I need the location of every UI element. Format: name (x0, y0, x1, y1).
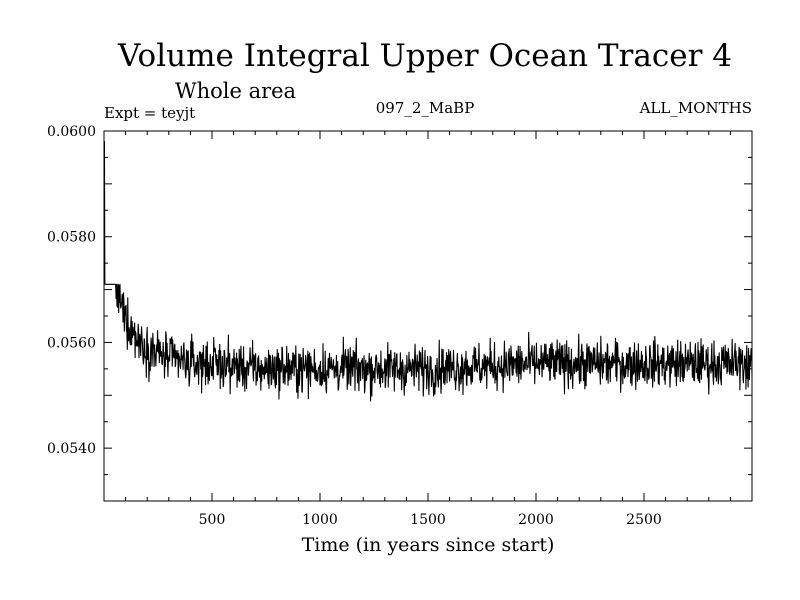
tick-labels: 500 1000 1500 2000 2500 0.0540 0.0560 0.0580 0.0… (47, 124, 662, 528)
y-tick-label: 0.0580 (47, 230, 96, 246)
period-label: ALL_MONTHS (639, 99, 752, 117)
y-tick-label: 0.0600 (47, 124, 96, 140)
y-tick-label: 0.0560 (47, 335, 96, 351)
chart-title: Volume Integral Upper Ocean Tracer 4 (117, 38, 732, 74)
series-line (103, 141, 753, 402)
plot-frame (103, 130, 753, 502)
series-group (103, 141, 753, 402)
axis-ticks (104, 131, 752, 501)
x-tick-label: 500 (199, 512, 226, 528)
x-tick-label: 1500 (410, 512, 446, 528)
experiment-label: Expt = teyjt (104, 104, 195, 122)
x-tick-label: 2000 (518, 512, 554, 528)
x-tick-label: 1000 (302, 512, 338, 528)
y-tick-label: 0.0540 (47, 441, 96, 457)
x-axis-label: Time (in years since start) (302, 534, 555, 556)
run-label: 097_2_MaBP (376, 99, 475, 117)
x-tick-label: 2500 (626, 512, 662, 528)
chart-subtitle: Whole area (175, 79, 296, 103)
